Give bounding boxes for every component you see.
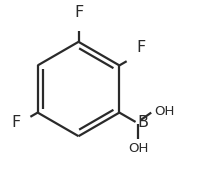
Text: F: F	[11, 115, 21, 130]
Text: OH: OH	[154, 105, 174, 118]
Text: B: B	[137, 115, 148, 130]
Text: OH: OH	[128, 142, 149, 155]
Text: F: F	[74, 6, 83, 20]
Text: F: F	[136, 40, 146, 55]
